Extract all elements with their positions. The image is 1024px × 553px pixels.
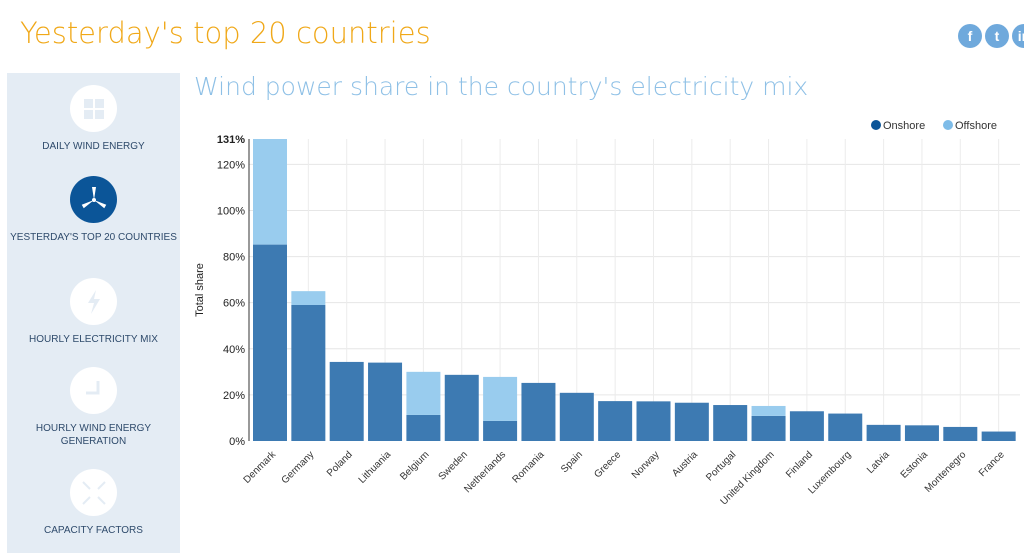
legend-marker-offshore bbox=[943, 120, 953, 130]
x-tick-label: Poland bbox=[325, 449, 355, 479]
sidebar-item-daily-wind-energy[interactable]: Daily wind energy bbox=[7, 85, 180, 153]
bar-onshore[interactable] bbox=[291, 304, 326, 441]
x-tick-label: Belgium bbox=[398, 449, 431, 482]
bar-offshore[interactable] bbox=[291, 291, 326, 305]
bar-offshore[interactable] bbox=[406, 371, 441, 415]
page-heading: Yesterday's top 20 countries bbox=[20, 16, 431, 50]
legend-label[interactable]: Onshore bbox=[883, 120, 925, 132]
bar-onshore[interactable] bbox=[598, 401, 633, 441]
facebook-icon[interactable]: f bbox=[958, 24, 982, 48]
bar-onshore[interactable] bbox=[483, 420, 518, 441]
x-tick-label: Norway bbox=[630, 449, 662, 481]
x-tick-label: Germany bbox=[280, 449, 317, 486]
bar-onshore[interactable] bbox=[368, 362, 403, 441]
x-tick-label: Latvia bbox=[865, 449, 892, 476]
y-tick-label: 80% bbox=[223, 252, 245, 264]
y-tick-label: 60% bbox=[223, 298, 245, 310]
sidebar-item-label: Hourly wind energy generation bbox=[35, 423, 152, 447]
legend-marker-onshore bbox=[871, 120, 881, 130]
x-tick-label: Lithuania bbox=[357, 449, 394, 486]
bar-onshore[interactable] bbox=[866, 424, 901, 441]
bar-onshore[interactable] bbox=[828, 413, 863, 441]
bar-offshore[interactable] bbox=[751, 405, 786, 416]
x-tick-label: Netherlands bbox=[462, 449, 508, 495]
bar-onshore[interactable] bbox=[444, 374, 479, 441]
x-tick-label: Austria bbox=[670, 449, 700, 479]
lightning-icon bbox=[70, 278, 117, 325]
sidebar: Daily wind energy Yesterday's top 20 cou… bbox=[7, 73, 180, 553]
y-tick-label: 0% bbox=[229, 436, 245, 448]
y-axis-label: Total share bbox=[194, 263, 206, 317]
sidebar-item-label: Hourly electricity mix bbox=[29, 334, 158, 345]
y-tick-label: 100% bbox=[217, 205, 245, 217]
legend-label[interactable]: Offshore bbox=[955, 120, 997, 132]
bar-offshore[interactable] bbox=[253, 139, 287, 245]
sidebar-item-label: Capacity factors bbox=[44, 525, 143, 536]
x-tick-label: Montenegro bbox=[923, 449, 969, 495]
wind-turbine-icon bbox=[70, 176, 117, 223]
bar-onshore[interactable] bbox=[559, 392, 594, 441]
x-tick-label: Estonia bbox=[899, 449, 931, 481]
y-tick-label: 20% bbox=[223, 390, 245, 402]
bar-onshore[interactable] bbox=[674, 402, 709, 441]
bar-onshore[interactable] bbox=[406, 414, 441, 441]
sidebar-item-capacity-factors[interactable]: Capacity factors bbox=[7, 469, 180, 537]
y-tick-label: 120% bbox=[217, 159, 245, 171]
social-links: f t in bbox=[958, 24, 1024, 48]
sidebar-item-hourly-wind-generation[interactable]: Hourly wind energy generation bbox=[7, 367, 180, 448]
x-tick-label: France bbox=[977, 449, 1007, 479]
twitter-icon[interactable]: t bbox=[985, 24, 1009, 48]
x-tick-label: Romania bbox=[510, 449, 546, 485]
sidebar-item-label: Daily wind energy bbox=[42, 141, 145, 152]
chart-title: Wind power share in the country's electr… bbox=[194, 72, 809, 101]
bar-onshore[interactable] bbox=[636, 401, 671, 441]
x-tick-label: Denmark bbox=[242, 449, 279, 486]
x-tick-label: Greece bbox=[592, 449, 623, 480]
y-tick-label: 131% bbox=[217, 134, 245, 146]
x-tick-label: Sweden bbox=[437, 449, 470, 482]
clock-icon bbox=[70, 367, 117, 414]
x-tick-label: Spain bbox=[559, 449, 585, 475]
bar-offshore[interactable] bbox=[483, 376, 518, 421]
bar-onshore[interactable] bbox=[943, 426, 978, 441]
y-tick-label: 40% bbox=[223, 344, 245, 356]
bar-onshore[interactable] bbox=[713, 405, 748, 441]
expand-icon bbox=[70, 469, 117, 516]
bar-onshore[interactable] bbox=[329, 361, 364, 441]
bar-onshore[interactable] bbox=[521, 382, 556, 441]
bar-onshore[interactable] bbox=[904, 425, 939, 441]
sidebar-item-label: Yesterday's top 20 countries bbox=[10, 232, 177, 243]
grid-icon bbox=[70, 85, 117, 132]
sidebar-item-hourly-electricity-mix[interactable]: Hourly electricity mix bbox=[7, 278, 180, 346]
bar-onshore[interactable] bbox=[253, 244, 287, 441]
sidebar-item-top-20-countries[interactable]: Yesterday's top 20 countries bbox=[7, 176, 180, 244]
x-tick-label: Portugal bbox=[704, 449, 738, 483]
bar-onshore[interactable] bbox=[981, 431, 1016, 441]
x-tick-label: Finland bbox=[784, 449, 815, 480]
linkedin-icon[interactable]: in bbox=[1012, 24, 1024, 48]
bar-onshore[interactable] bbox=[751, 415, 786, 441]
bar-onshore[interactable] bbox=[789, 411, 824, 441]
